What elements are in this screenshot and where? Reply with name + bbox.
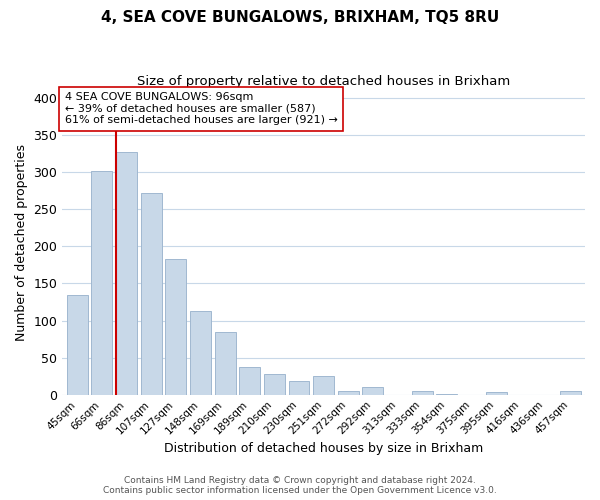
Bar [190,311,211,394]
Bar [165,259,186,394]
Title: Size of property relative to detached houses in Brixham: Size of property relative to detached ho… [137,75,510,88]
Bar [338,391,359,394]
Bar [362,386,383,394]
Bar [486,392,507,394]
Text: 4 SEA COVE BUNGALOWS: 96sqm
← 39% of detached houses are smaller (587)
61% of se: 4 SEA COVE BUNGALOWS: 96sqm ← 39% of det… [65,92,338,126]
Y-axis label: Number of detached properties: Number of detached properties [15,144,28,341]
Bar [560,391,581,394]
Bar [116,152,137,394]
Bar [67,294,88,394]
Bar [289,382,310,394]
X-axis label: Distribution of detached houses by size in Brixham: Distribution of detached houses by size … [164,442,483,455]
Bar [215,332,236,394]
Bar [313,376,334,394]
Text: 4, SEA COVE BUNGALOWS, BRIXHAM, TQ5 8RU: 4, SEA COVE BUNGALOWS, BRIXHAM, TQ5 8RU [101,10,499,25]
Bar [91,170,112,394]
Text: Contains HM Land Registry data © Crown copyright and database right 2024.
Contai: Contains HM Land Registry data © Crown c… [103,476,497,495]
Bar [264,374,285,394]
Bar [412,391,433,394]
Bar [140,193,161,394]
Bar [239,366,260,394]
